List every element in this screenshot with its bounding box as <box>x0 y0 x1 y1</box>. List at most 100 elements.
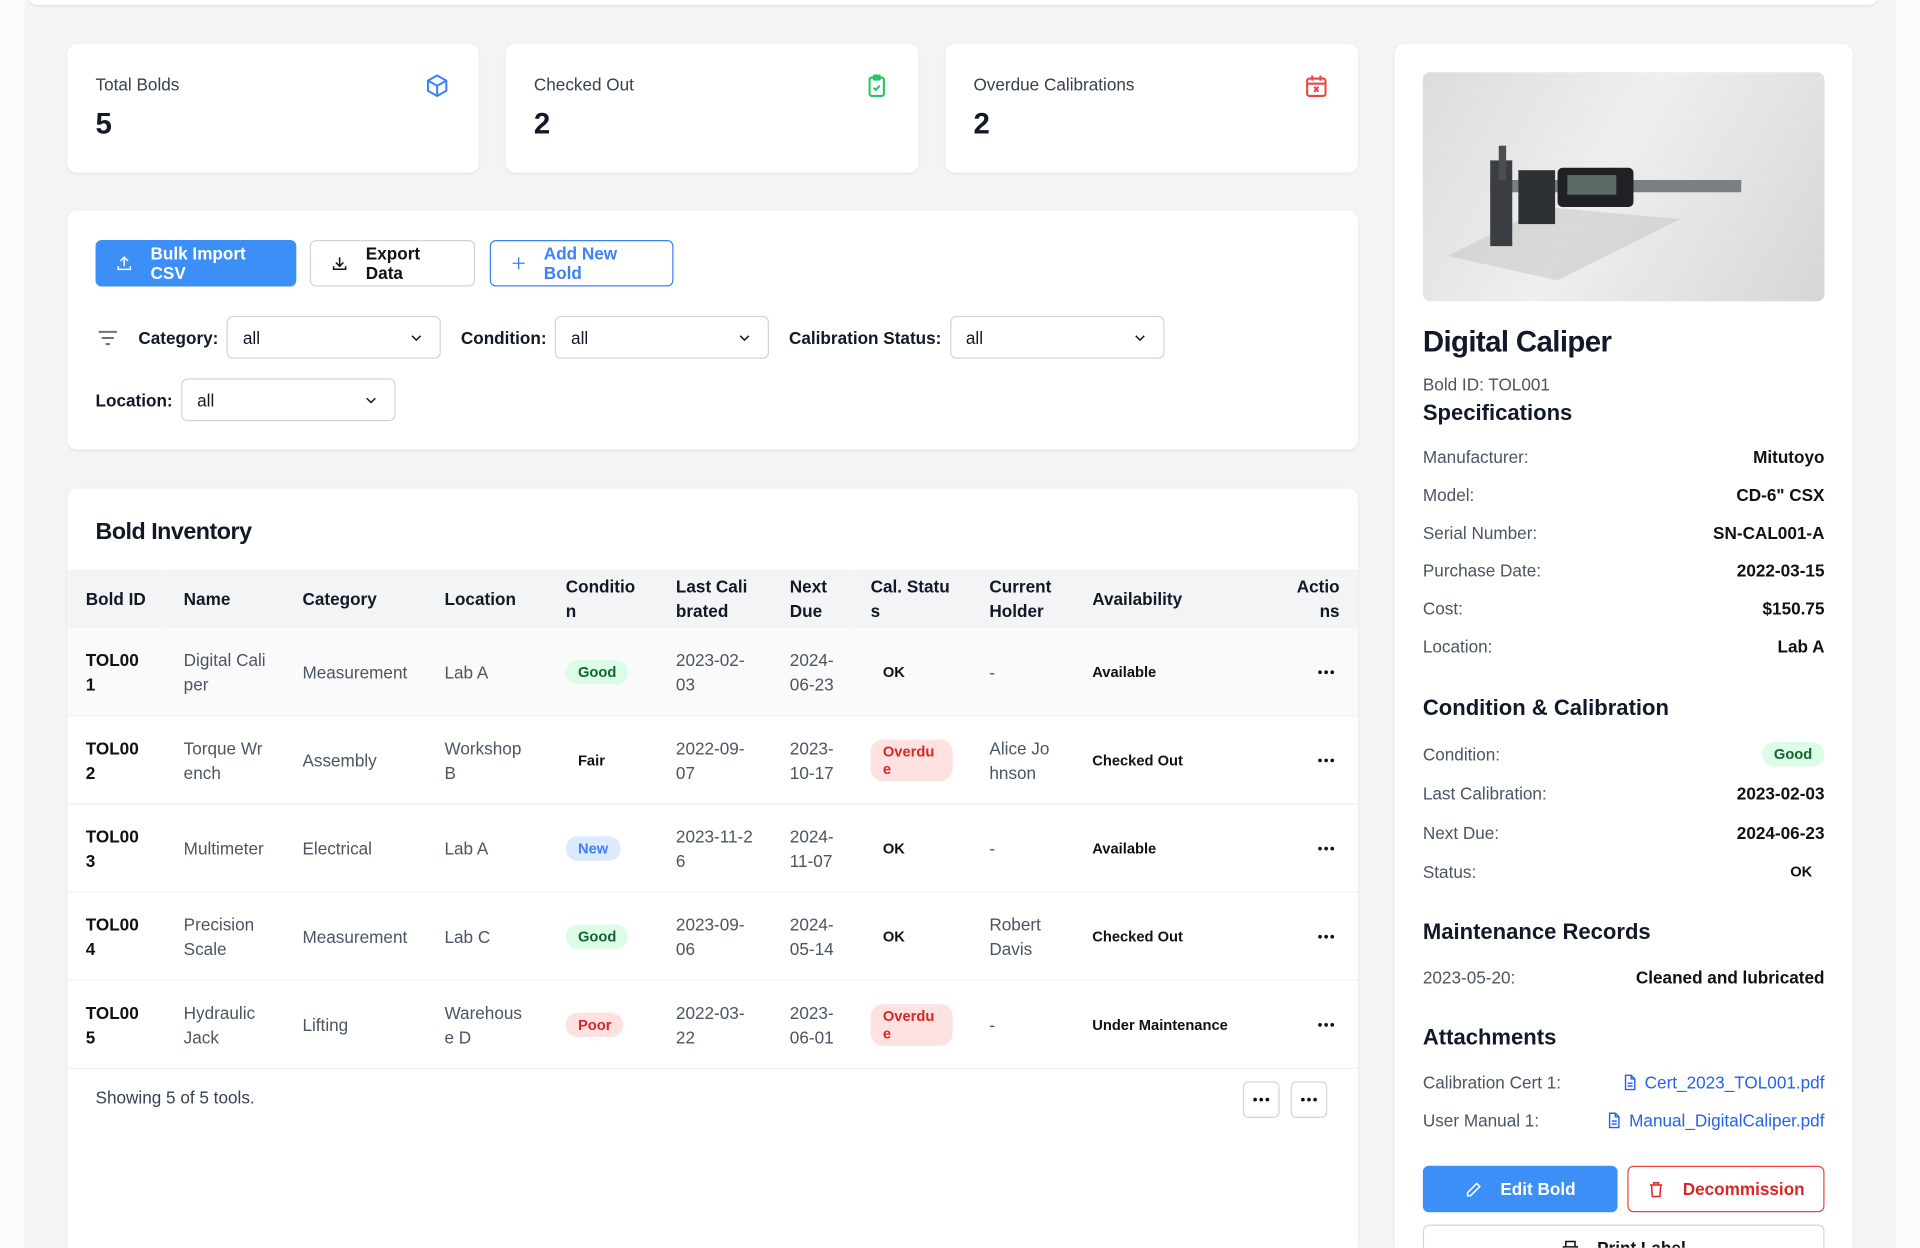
actions-button[interactable] <box>1309 743 1343 777</box>
button-label: Print Label <box>1597 1237 1686 1248</box>
chevron <box>740 334 750 341</box>
filter-select[interactable]: all <box>226 315 442 359</box>
column-header: Condition <box>547 569 658 629</box>
cell-condition: Fair <box>547 715 658 805</box>
cell-category: Measurement <box>284 628 427 717</box>
cell-name: Torque Wrench <box>165 715 285 805</box>
dot <box>1318 934 1322 938</box>
pager-button[interactable] <box>1242 1081 1280 1118</box>
cell-location: Lab A <box>426 803 548 893</box>
bulk-import-button[interactable]: Bulk Import CSV <box>95 240 297 287</box>
detail-label: Serial Number: <box>1422 522 1538 542</box>
add-new-button[interactable]: Add New Bold <box>489 240 674 287</box>
export-button[interactable]: Export Data <box>309 240 476 287</box>
detail-label: Calibration Cert 1: <box>1422 1072 1562 1092</box>
filter-group: Location: all <box>95 378 396 422</box>
button-label: Bulk Import CSV <box>150 243 246 283</box>
actions-button[interactable] <box>1309 831 1343 865</box>
edit-button[interactable]: Edit Bold <box>1422 1165 1618 1213</box>
dot <box>1318 846 1322 850</box>
actions-button[interactable] <box>1309 919 1343 953</box>
inventory-table: Bold ID Name Category Location Condition Last… <box>67 569 1358 1069</box>
dot <box>1324 669 1328 674</box>
detail-row: Model: CD-6" CSX <box>1423 475 1825 513</box>
detail-label: 2023-05-20: <box>1422 966 1516 987</box>
table-header: Bold ID Name Category Location Condition Last… <box>67 569 1358 629</box>
button-label: Export Data <box>365 243 421 283</box>
cell-id: TOL005 <box>67 980 166 1069</box>
filter-label: Location: <box>95 390 173 410</box>
more-icon <box>1318 669 1335 674</box>
detail-value: 2024-06-23 <box>1736 822 1825 843</box>
cell-category: Assembly <box>284 715 427 805</box>
detail-label: Model: <box>1422 484 1475 504</box>
filter-value: all <box>242 327 261 348</box>
decommission-button[interactable]: Decommission <box>1627 1165 1825 1213</box>
filter-value: all <box>965 327 984 348</box>
column-header: Actions <box>1271 569 1358 629</box>
column-header: Next Due <box>771 569 853 629</box>
cell-cal-status: Overdue <box>852 980 972 1069</box>
cell-last-calibrated: 2023-11-26 <box>657 803 772 893</box>
detail-row: Manufacturer: Mitutoyo <box>1423 437 1825 475</box>
chevron-icon <box>1134 334 1145 341</box>
detail-row: Condition: Good <box>1423 735 1825 774</box>
cell-category: Measurement <box>284 892 427 981</box>
file <box>1609 1111 1621 1128</box>
cell-cal-status: OK <box>852 892 972 981</box>
detail-label: Purchase Date: <box>1422 560 1542 580</box>
cell-cal-status: OK <box>852 803 972 893</box>
more-icon <box>1318 934 1335 938</box>
detail-value: OK <box>1790 863 1813 881</box>
cell-next-due: 2023-10-17 <box>771 715 853 805</box>
filter-select[interactable]: all <box>555 315 770 359</box>
cell-name: Digital Caliper <box>165 628 285 717</box>
cell-actions <box>1271 803 1358 893</box>
pager-button[interactable] <box>1290 1081 1328 1118</box>
button-label: Add New Bold <box>543 243 618 283</box>
cell-id: TOL001 <box>67 628 166 717</box>
file <box>1624 1073 1636 1090</box>
table-row: TOL005 Hydraulic Jack Lifting Warehouse D Po… <box>67 980 1358 1069</box>
dot <box>1330 1022 1335 1027</box>
print-button[interactable]: Print Label <box>1422 1224 1825 1248</box>
cell-next-due: 2024-06-23 <box>771 628 853 717</box>
detail-label: User Manual 1: <box>1422 1110 1540 1130</box>
cell-id: TOL004 <box>67 892 166 981</box>
filter-label: Calibration Status: <box>788 327 942 348</box>
dot <box>1324 1022 1328 1027</box>
filter-select[interactable]: all <box>181 378 396 422</box>
filter-select[interactable]: all <box>949 315 1165 359</box>
filter-label: Category: <box>138 327 219 348</box>
actions-button[interactable] <box>1309 654 1343 688</box>
table-row: TOL002 Torque Wrench Assembly Workshop B Fai… <box>67 715 1358 805</box>
status-badge: OK <box>882 928 905 946</box>
attachment-link[interactable]: Cert_2023_TOL001.pdf <box>1621 1072 1824 1092</box>
more-icon <box>1318 757 1335 762</box>
chevron <box>1134 334 1145 341</box>
cell-actions <box>1271 715 1358 805</box>
box-icon <box>426 74 448 98</box>
cell-availability: Checked Out <box>1073 715 1272 805</box>
button-label: Decommission <box>1682 1179 1805 1199</box>
section-title: Specifications <box>1422 400 1573 425</box>
cell-holder: Alice Johnson <box>971 715 1074 805</box>
detail-value: CD-6" CSX <box>1736 484 1825 504</box>
actions-button[interactable] <box>1309 1007 1343 1041</box>
cell-id: TOL003 <box>67 803 166 893</box>
cell-cal-status: OK <box>852 628 972 717</box>
filter-group: Calibration Status: all <box>788 315 1165 359</box>
top-bar <box>29 0 1878 5</box>
cell-last-calibrated: 2023-02-03 <box>657 628 772 717</box>
status-badge: Overdue <box>870 1003 953 1046</box>
section-title: Attachments <box>1422 1024 1557 1050</box>
file-icon <box>1624 1073 1636 1090</box>
link-text: Manual_DigitalCaliper.pdf <box>1629 1110 1825 1130</box>
filter-label: Condition: <box>460 327 547 348</box>
attachment-link[interactable]: Manual_DigitalCaliper.pdf <box>1606 1110 1825 1130</box>
detail-label: Next Due: <box>1422 822 1500 843</box>
condition-list: Condition: Good Last Calibration: 2023-02-0… <box>1423 735 1825 892</box>
stat-card: Checked Out 2 <box>505 44 919 173</box>
